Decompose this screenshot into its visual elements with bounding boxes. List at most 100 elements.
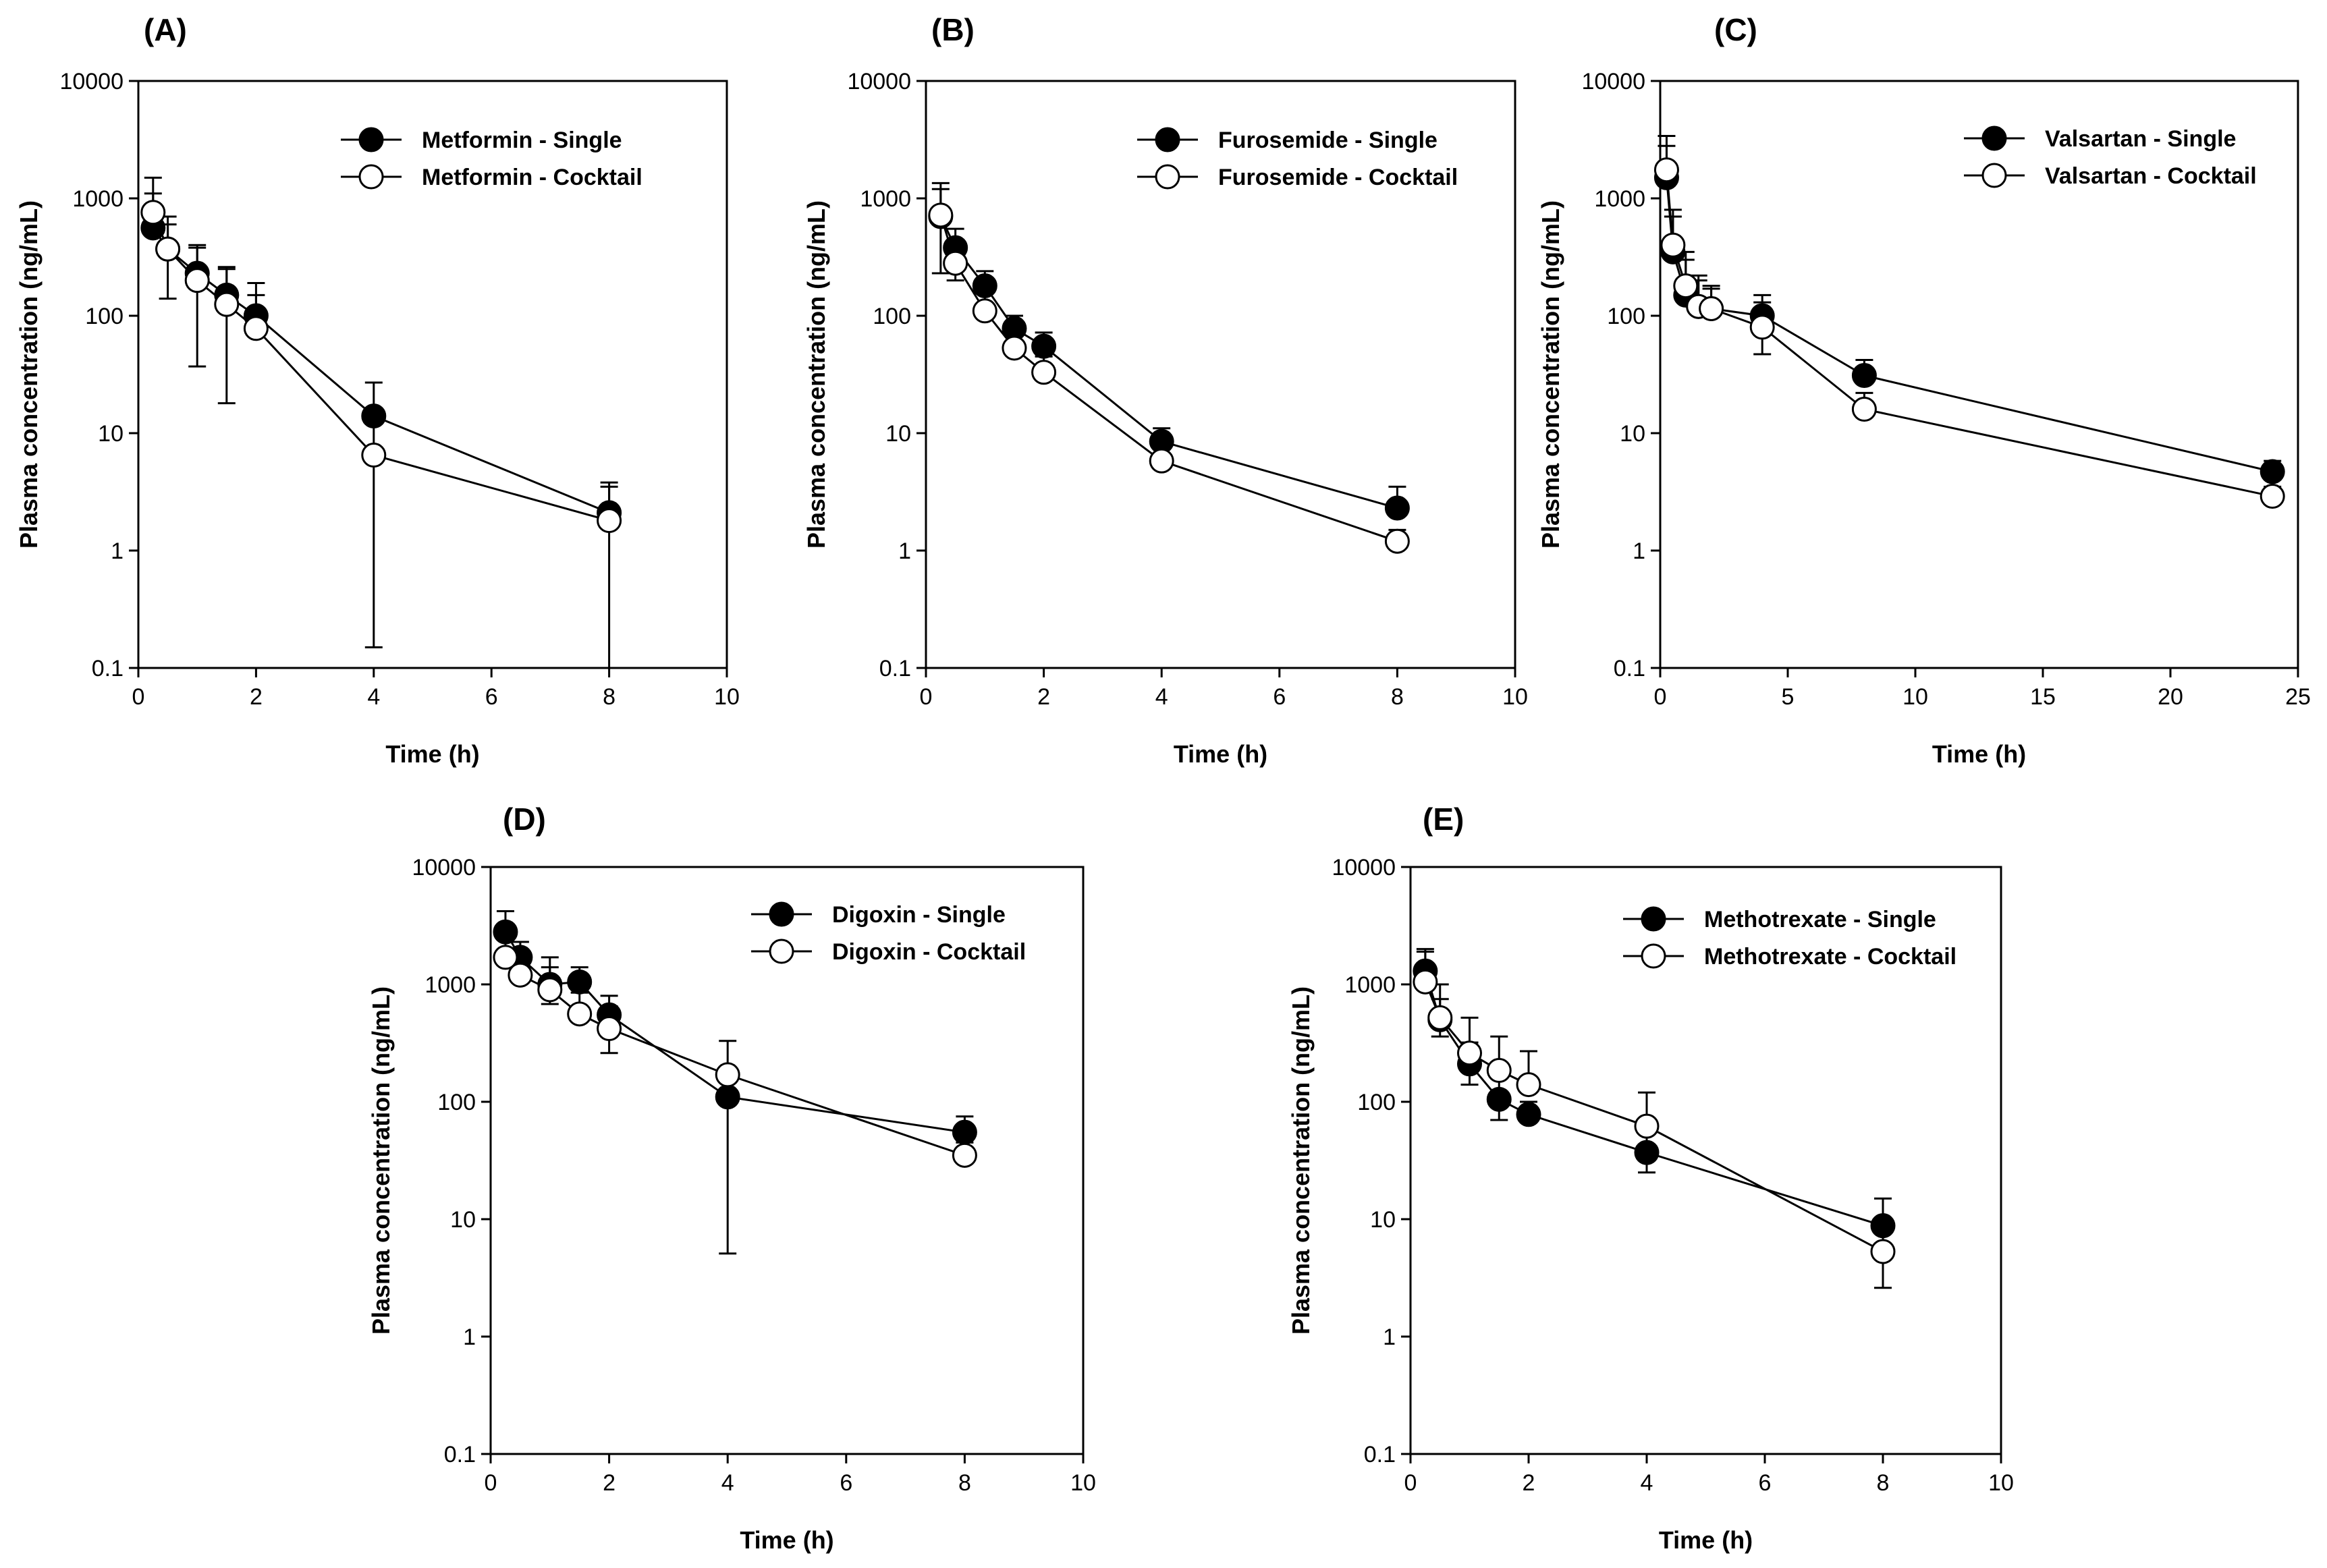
- y-tick-label: 10000: [1581, 69, 1645, 94]
- x-tick-label: 10: [714, 684, 740, 710]
- data-point: [155, 236, 181, 262]
- x-axis-title: Time (h): [1174, 740, 1267, 768]
- data-point: [214, 291, 240, 317]
- x-tick-label: 10: [1902, 684, 1928, 710]
- data-point: [1002, 335, 1027, 361]
- data-point: [184, 268, 210, 293]
- data-point: [952, 1119, 977, 1145]
- y-axis-title: Plasma concentration (ng/mL): [15, 200, 43, 549]
- legend-label: Methotrexate - Single: [1704, 907, 1936, 932]
- data-point: [140, 200, 166, 225]
- y-tick-label: 10: [1370, 1207, 1396, 1233]
- x-tick-label: 10: [1988, 1470, 2014, 1496]
- x-tick-label: 2: [250, 684, 263, 710]
- x-tick-label: 10: [1070, 1470, 1096, 1496]
- legend-label: Valsartan - Cocktail: [2045, 163, 2257, 189]
- y-tick-label: 1: [1383, 1324, 1396, 1350]
- x-tick-label: 20: [2158, 684, 2183, 710]
- x-tick-label: 4: [367, 684, 380, 710]
- plot-frame: [1409, 866, 2002, 1455]
- data-point: [1851, 396, 1877, 422]
- legend: Digoxin - Single Digoxin - Cocktail: [751, 901, 1026, 965]
- y-tick-label: 10000: [412, 855, 476, 880]
- series-cocktail: [140, 176, 622, 668]
- data-point: [567, 969, 593, 995]
- legend-marker: [769, 939, 794, 964]
- x-tick-label: 6: [840, 1470, 852, 1496]
- legend-label: Digoxin - Single: [832, 902, 1006, 928]
- data-point: [1653, 157, 1679, 183]
- x-tick-label: 0: [485, 1470, 497, 1496]
- x-tick-label: 4: [721, 1470, 734, 1496]
- legend: Furosemide - Single Furosemide - Cocktail: [1137, 127, 1458, 190]
- x-tick-label: 5: [1782, 684, 1795, 710]
- y-tick-label: 1000: [1594, 186, 1645, 212]
- x-tick-label: 0: [1654, 684, 1667, 710]
- y-tick-label: 100: [1357, 1090, 1396, 1115]
- y-tick-label: 10000: [1332, 855, 1396, 880]
- x-tick-label: 15: [2030, 684, 2056, 710]
- legend-label: Methotrexate - Cocktail: [1704, 944, 1956, 970]
- y-tick-label: 100: [873, 304, 911, 329]
- series-single: [140, 192, 622, 526]
- data-point: [597, 508, 622, 534]
- x-tick-label: 0: [920, 684, 933, 710]
- plot-frame: [1659, 80, 2299, 669]
- panel-label: (A): [144, 12, 187, 47]
- x-tick-label: 4: [1155, 684, 1168, 710]
- data-point: [1031, 360, 1057, 385]
- data-point: [1031, 333, 1057, 359]
- legend-item: Digoxin - Single: [751, 901, 1006, 928]
- legend-marker: [1155, 127, 1180, 152]
- data-point: [1634, 1140, 1660, 1165]
- data-point: [567, 1001, 593, 1027]
- legend-marker: [1641, 943, 1666, 969]
- legend: Methotrexate - Single Methotrexate - Cock…: [1623, 906, 1956, 970]
- data-point: [1870, 1239, 1896, 1264]
- x-axis-title: Time (h): [1659, 1526, 1753, 1554]
- x-tick-label: 0: [1404, 1470, 1417, 1496]
- panel-label: (C): [1714, 12, 1757, 47]
- x-axis-title: Time (h): [385, 740, 479, 768]
- x-tick-label: 4: [1641, 1470, 1653, 1496]
- legend-item: Digoxin - Cocktail: [751, 939, 1026, 965]
- legend-item: Methotrexate - Single: [1623, 906, 1936, 932]
- y-tick-label: 10: [1620, 421, 1645, 447]
- data-point: [1486, 1058, 1512, 1084]
- legend-item: Furosemide - Cocktail: [1137, 164, 1458, 190]
- data-point: [952, 1142, 977, 1168]
- legend: Valsartan - Single Valsartan - Cocktail: [1964, 125, 2257, 189]
- y-axis-title: Plasma concentration (ng/mL): [367, 986, 395, 1335]
- data-point: [1516, 1102, 1541, 1127]
- data-point: [943, 250, 968, 276]
- y-tick-label: 10: [450, 1207, 476, 1233]
- x-tick-label: 2: [1037, 684, 1050, 710]
- legend-marker: [1981, 163, 2007, 188]
- legend-item: Metformin - Single: [341, 127, 622, 153]
- legend-marker: [1155, 164, 1180, 190]
- x-tick-label: 8: [1391, 684, 1404, 710]
- x-tick-label: 2: [603, 1470, 615, 1496]
- chart-panel-c: (C) 0 5 10 15 20 25 0.1 1 10 100 1000 10000 Time (h) P…: [1537, 12, 2311, 768]
- series-cocktail: [1653, 144, 2285, 509]
- x-tick-label: 6: [485, 684, 498, 710]
- y-tick-label: 0.1: [1364, 1442, 1396, 1467]
- legend-item: Valsartan - Cocktail: [1964, 163, 2257, 189]
- x-tick-label: 6: [1759, 1470, 1772, 1496]
- data-point: [1673, 273, 1699, 299]
- legend: Metformin - Single Metformin - Cocktail: [341, 127, 642, 190]
- data-point: [928, 202, 954, 228]
- data-point: [715, 1062, 740, 1088]
- data-point: [2260, 459, 2285, 484]
- data-point: [508, 962, 533, 988]
- y-tick-label: 10000: [847, 69, 911, 94]
- plot-frame: [137, 80, 728, 669]
- series-line: [152, 212, 610, 522]
- y-tick-label: 100: [85, 304, 124, 329]
- legend-marker: [1641, 906, 1666, 932]
- data-point: [597, 1016, 622, 1042]
- legend-item: Methotrexate - Cocktail: [1623, 943, 1956, 970]
- y-tick-label: 1000: [860, 186, 911, 212]
- legend-label: Furosemide - Cocktail: [1218, 165, 1458, 190]
- data-point: [1149, 448, 1174, 474]
